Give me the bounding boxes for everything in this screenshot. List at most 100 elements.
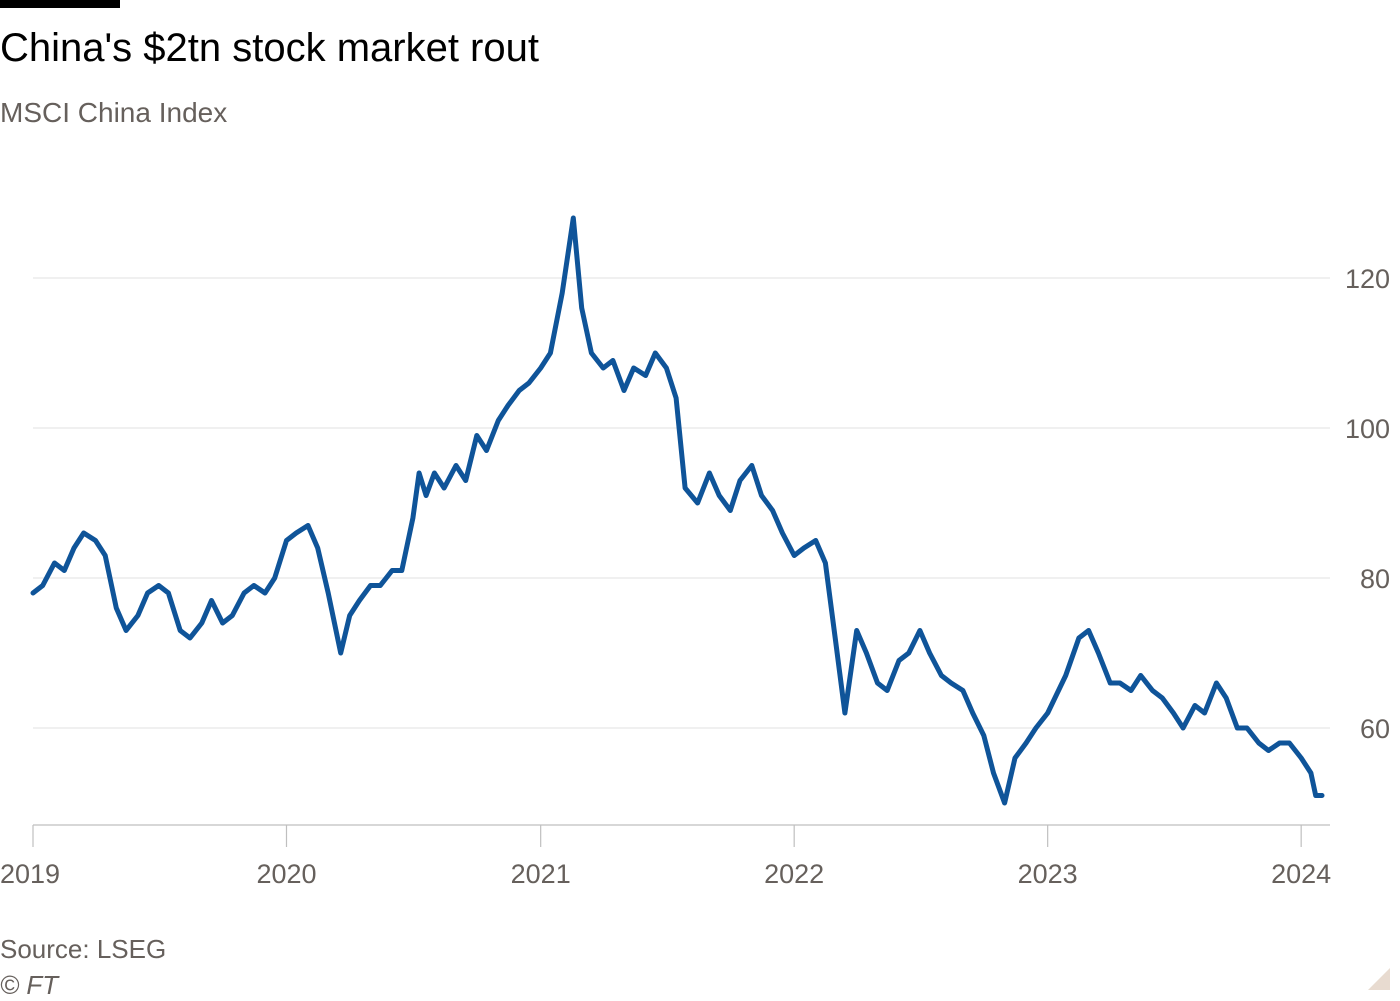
data-point xyxy=(1192,703,1198,708)
x-axis xyxy=(32,824,1330,847)
data-point xyxy=(123,628,129,633)
data-point xyxy=(416,470,422,476)
data-point xyxy=(1096,650,1101,656)
data-point xyxy=(854,628,859,633)
data-point xyxy=(970,710,975,716)
data-point xyxy=(621,388,627,393)
data-point xyxy=(1108,680,1113,686)
data-point xyxy=(673,395,679,401)
y-tick-label: 120 xyxy=(1345,264,1390,294)
data-point xyxy=(917,628,923,633)
top-accent-bar xyxy=(0,0,120,8)
data-point xyxy=(538,365,543,371)
data-point xyxy=(526,380,532,386)
data-point xyxy=(875,680,880,686)
data-point xyxy=(209,598,214,603)
data-point xyxy=(517,388,522,393)
data-point xyxy=(187,635,193,641)
y-tick-label: 100 xyxy=(1345,414,1390,444)
data-point xyxy=(579,305,584,311)
data-point xyxy=(338,650,343,656)
x-tick-labels: 2019 2020 2021 2022 2023 2024 xyxy=(0,859,1331,889)
data-point xyxy=(1224,695,1229,701)
data-point xyxy=(103,553,108,558)
data-point xyxy=(1180,725,1186,731)
data-point xyxy=(423,493,429,498)
y-tick-labels: 60 80 100 120 xyxy=(1345,264,1390,744)
data-point xyxy=(30,590,36,596)
data-point xyxy=(906,650,911,656)
data-point xyxy=(939,673,944,678)
data-point xyxy=(737,478,743,483)
data-point xyxy=(357,598,362,603)
data-point xyxy=(52,560,57,566)
data-point xyxy=(347,613,352,618)
y-tick-label: 60 xyxy=(1360,714,1390,744)
data-point xyxy=(948,680,954,686)
data-point xyxy=(759,493,764,498)
data-point xyxy=(1277,740,1282,746)
data-point xyxy=(505,403,511,408)
data-point xyxy=(653,350,658,356)
data-point xyxy=(305,523,311,528)
data-point xyxy=(81,530,86,536)
data-point xyxy=(1045,710,1050,716)
data-point xyxy=(241,590,247,596)
data-point xyxy=(399,568,404,573)
data-point xyxy=(463,478,468,483)
data-point xyxy=(770,508,775,513)
chart-title: China's $2tn stock market rout xyxy=(0,26,539,70)
data-point xyxy=(813,538,818,543)
data-point xyxy=(1171,710,1176,716)
data-point xyxy=(453,463,459,468)
data-point xyxy=(981,733,986,738)
data-point xyxy=(548,350,553,356)
data-point xyxy=(960,688,966,693)
data-point xyxy=(1244,725,1250,731)
data-point xyxy=(156,583,161,588)
data-point xyxy=(40,583,45,588)
data-point xyxy=(326,590,331,596)
data-point xyxy=(589,350,594,356)
data-point xyxy=(664,365,669,371)
data-point xyxy=(1138,673,1143,678)
data-point xyxy=(927,650,932,656)
data-point xyxy=(1299,755,1304,761)
data-point xyxy=(643,373,648,378)
data-point xyxy=(991,770,996,776)
data-point xyxy=(885,688,890,693)
data-point xyxy=(695,500,700,506)
data-point xyxy=(707,470,712,476)
data-point xyxy=(1313,793,1318,798)
data-point xyxy=(1033,725,1039,731)
grid-lines xyxy=(33,277,1330,729)
data-point xyxy=(1256,740,1262,746)
data-point xyxy=(378,583,383,588)
data-point xyxy=(230,613,235,618)
data-point xyxy=(1202,710,1207,716)
series-line-0 xyxy=(30,215,1325,806)
data-point xyxy=(864,650,869,656)
data-point xyxy=(389,568,395,573)
data-point xyxy=(441,485,447,491)
y-tick-label: 80 xyxy=(1360,564,1390,594)
corner-fold xyxy=(1368,968,1390,990)
data-point xyxy=(114,605,119,611)
data-point xyxy=(896,658,902,663)
chart-subtitle: MSCI China Index xyxy=(0,97,228,128)
data-point xyxy=(1063,673,1068,678)
data-point xyxy=(631,365,636,371)
x-tick-label: 2022 xyxy=(764,859,824,889)
data-point xyxy=(749,463,754,468)
data-point xyxy=(1287,740,1292,746)
ft-credit: © FT xyxy=(0,970,59,1000)
data-point xyxy=(220,620,225,626)
data-point xyxy=(682,485,688,491)
data-point xyxy=(1012,755,1018,761)
x-tick-label: 2024 xyxy=(1271,859,1331,889)
data-point xyxy=(1235,725,1240,731)
data-point xyxy=(1086,628,1091,633)
data-point xyxy=(71,545,77,551)
data-point xyxy=(262,590,268,596)
